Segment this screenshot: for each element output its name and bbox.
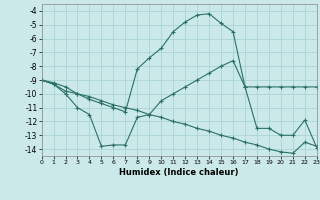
X-axis label: Humidex (Indice chaleur): Humidex (Indice chaleur) xyxy=(119,168,239,177)
